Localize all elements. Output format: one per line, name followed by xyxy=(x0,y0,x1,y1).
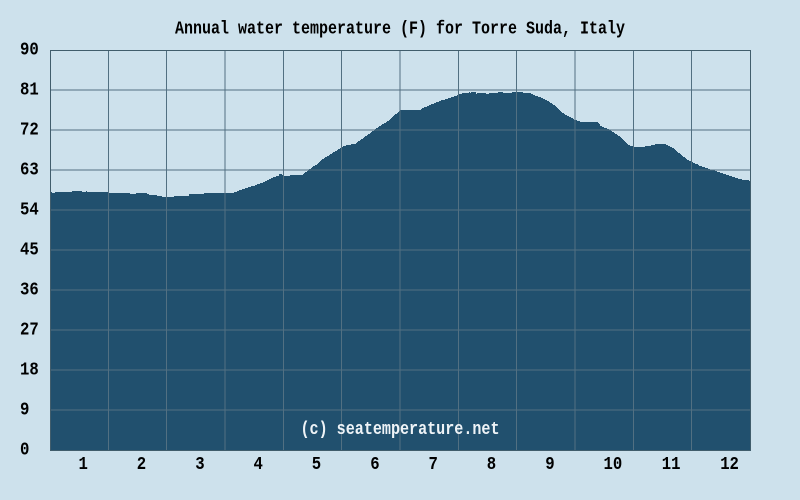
svg-text:1: 1 xyxy=(79,455,89,475)
svg-text:81: 81 xyxy=(20,80,39,100)
svg-text:10: 10 xyxy=(604,455,623,475)
svg-text:5: 5 xyxy=(312,455,321,475)
svg-text:(c) seatemperature.net: (c) seatemperature.net xyxy=(301,420,500,440)
svg-text:2: 2 xyxy=(137,455,146,475)
svg-text:6: 6 xyxy=(370,455,379,475)
svg-text:9: 9 xyxy=(545,455,554,475)
svg-text:54: 54 xyxy=(20,200,39,220)
svg-text:8: 8 xyxy=(487,455,496,475)
svg-text:12: 12 xyxy=(720,455,739,475)
svg-text:3: 3 xyxy=(195,455,204,475)
svg-text:36: 36 xyxy=(20,280,39,300)
svg-text:Annual water temperature (F) f: Annual water temperature (F) for Torre S… xyxy=(175,19,625,39)
svg-text:18: 18 xyxy=(20,360,39,380)
svg-text:45: 45 xyxy=(20,240,39,260)
svg-text:0: 0 xyxy=(20,440,29,460)
svg-text:11: 11 xyxy=(662,455,681,475)
svg-text:4: 4 xyxy=(254,455,264,475)
svg-text:7: 7 xyxy=(429,455,438,475)
svg-text:90: 90 xyxy=(20,40,39,60)
svg-text:9: 9 xyxy=(20,400,29,420)
svg-text:63: 63 xyxy=(20,160,39,180)
svg-text:27: 27 xyxy=(20,320,39,340)
svg-text:72: 72 xyxy=(20,120,39,140)
